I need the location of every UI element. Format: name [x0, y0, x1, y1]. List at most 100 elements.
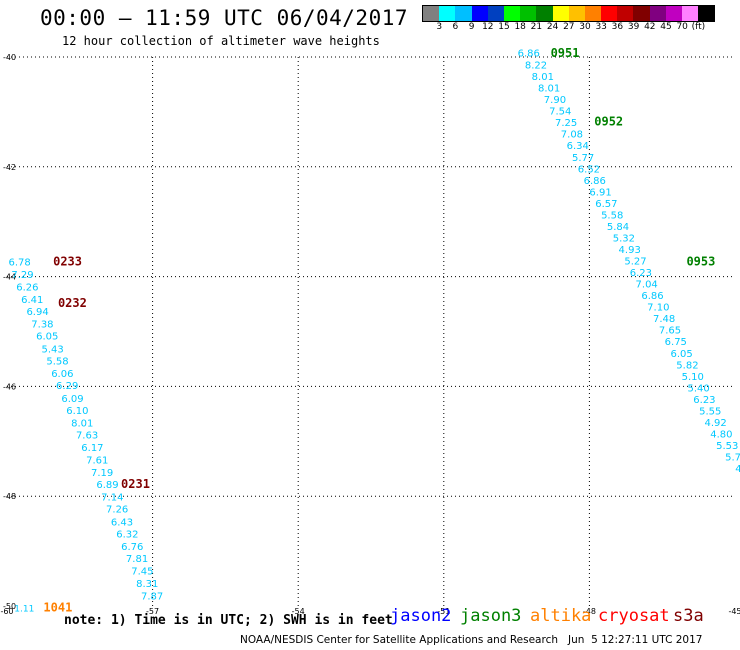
lon-label: -54	[292, 607, 305, 616]
legend-item-jason3: jason3	[460, 606, 522, 626]
scale-swatch	[584, 6, 602, 21]
wave-height-value: 5.27	[624, 257, 646, 268]
wave-height-value: 6.10	[66, 406, 88, 417]
scale-label: 27	[563, 22, 575, 32]
wave-height-value: 7.19	[91, 468, 113, 479]
lon-label: -60	[0, 607, 13, 616]
wave-height-value: 4.80	[710, 429, 732, 440]
footer-note: note: 1) Time is in UTC; 2) SWH is in fe…	[64, 613, 393, 628]
scale-swatch	[633, 6, 650, 21]
wave-height-value: 5.82	[676, 360, 698, 371]
wave-height-value: 6.17	[81, 443, 103, 454]
wave-height-value: 8.01	[538, 84, 560, 95]
scale-label: 18	[514, 22, 526, 32]
pass-time-label: 0952	[594, 115, 623, 129]
scale-swatch	[439, 6, 456, 21]
wave-height-value: 7.48	[653, 314, 675, 325]
legend-item-cryosat: cryosat	[598, 606, 670, 626]
wave-height-value: 5.58	[601, 210, 623, 221]
lat-label: -40	[3, 53, 16, 62]
wave-height-value: 7.29	[11, 270, 33, 281]
wave-height-value: 7.08	[561, 130, 583, 141]
scale-label: 21	[530, 22, 543, 32]
wave-height-value: 5.43	[41, 344, 63, 355]
wave-height-value: 6.26	[16, 282, 38, 293]
wave-height-value: 8.31	[136, 579, 158, 590]
wave-height-value: 6.52	[578, 164, 600, 175]
wave-height-value: 6.32	[116, 529, 138, 540]
wave-height-value: 6.06	[51, 369, 73, 380]
wave-height-value: 6.34	[567, 141, 589, 152]
pass-time-label: 0951	[551, 46, 580, 60]
wave-height-value: 7.87	[141, 591, 163, 602]
scale-swatch	[682, 6, 699, 21]
wave-height-value: 8.01	[532, 72, 554, 83]
scale-label: 24	[546, 22, 559, 32]
wave-height-value: 5.10	[682, 372, 704, 383]
scale-label: (ft)	[691, 22, 706, 32]
wave-height-value: 7.14	[101, 493, 123, 504]
scale-label: 3	[436, 22, 443, 32]
wave-height-value: 5.53	[716, 441, 738, 452]
scale-swatch	[471, 6, 488, 21]
wave-height-value: 7.10	[647, 303, 669, 314]
scale-swatch	[520, 6, 537, 21]
scale-label: 12	[482, 22, 494, 32]
lat-label: -44	[3, 273, 16, 282]
scale-swatch	[503, 6, 521, 21]
wave-height-value: 8.01	[71, 418, 93, 429]
wave-height-value: 4	[735, 464, 740, 475]
wave-height-value: 5.55	[699, 406, 721, 417]
pass-time-label: 0953	[686, 255, 715, 269]
pass-time-label: 0232	[58, 296, 87, 310]
scale-label: 15	[498, 22, 510, 32]
lon-label: -51	[437, 607, 450, 616]
scale-label: 70	[676, 22, 688, 32]
wave-height-value: 6.23	[693, 395, 715, 406]
lat-label: -48	[3, 492, 16, 501]
wave-height-value: 5.40	[687, 383, 709, 394]
wave-height-value: 5.84	[607, 222, 629, 233]
scale-swatch	[617, 6, 634, 21]
pass-time-label: 1041	[43, 600, 72, 614]
wave-height-value: 6.05	[670, 349, 692, 360]
lat-label: -50	[3, 602, 16, 611]
wave-height-value: 7.81	[126, 554, 148, 565]
wave-height-value: 7.25	[555, 118, 577, 129]
scale-label: 33	[595, 22, 607, 32]
wave-height-value: 1.11	[14, 604, 34, 614]
wave-height-value: 7.54	[549, 107, 571, 118]
wave-height-value: 7.63	[76, 431, 98, 442]
scale-swatch	[455, 6, 472, 21]
chart-title: 00:00 – 11:59 UTC 06/04/2017	[40, 6, 409, 30]
wave-height-value: 6.76	[121, 542, 143, 553]
scale-swatch	[487, 6, 504, 21]
scale-label: 30	[579, 22, 591, 32]
lat-label: -42	[3, 163, 16, 172]
wave-height-value: 6.05	[36, 332, 58, 343]
wave-height-value: 6.43	[111, 517, 133, 528]
color-scale-labels: 3 6 9 12 15 18 21 24 27 30 33 36 39 42 45 70 (ft)	[422, 22, 740, 34]
scale-swatch	[423, 6, 440, 21]
chart-subtitle: 12 hour collection of altimeter wave hei…	[62, 34, 380, 48]
wave-height-value: 5.58	[46, 356, 68, 367]
scale-swatch	[568, 6, 585, 21]
wave-height-value: 6.23	[630, 268, 652, 279]
wave-height-value: 6.94	[26, 307, 48, 318]
wave-height-value: 6.86	[641, 291, 663, 302]
wave-height-value: 6.86	[518, 48, 540, 59]
legend-item-altika: altika	[530, 606, 592, 626]
wave-height-value: 5.32	[613, 233, 635, 244]
wave-height-value: 7.38	[31, 320, 53, 331]
legend-item-jason2: jason2	[390, 606, 452, 626]
lat-label: -46	[3, 382, 16, 391]
scale-swatch	[536, 6, 553, 21]
wave-height-value: 7.45	[131, 567, 153, 578]
wave-height-value: 6.29	[56, 381, 78, 392]
wave-height-value: 4.92	[704, 418, 726, 429]
scale-label: 42	[644, 22, 656, 32]
wave-height-value: 6.91	[589, 187, 611, 198]
wave-height-value: 7.26	[106, 505, 128, 516]
wave-height-value: 5.77	[572, 153, 594, 164]
scale-label: 36	[611, 22, 624, 32]
